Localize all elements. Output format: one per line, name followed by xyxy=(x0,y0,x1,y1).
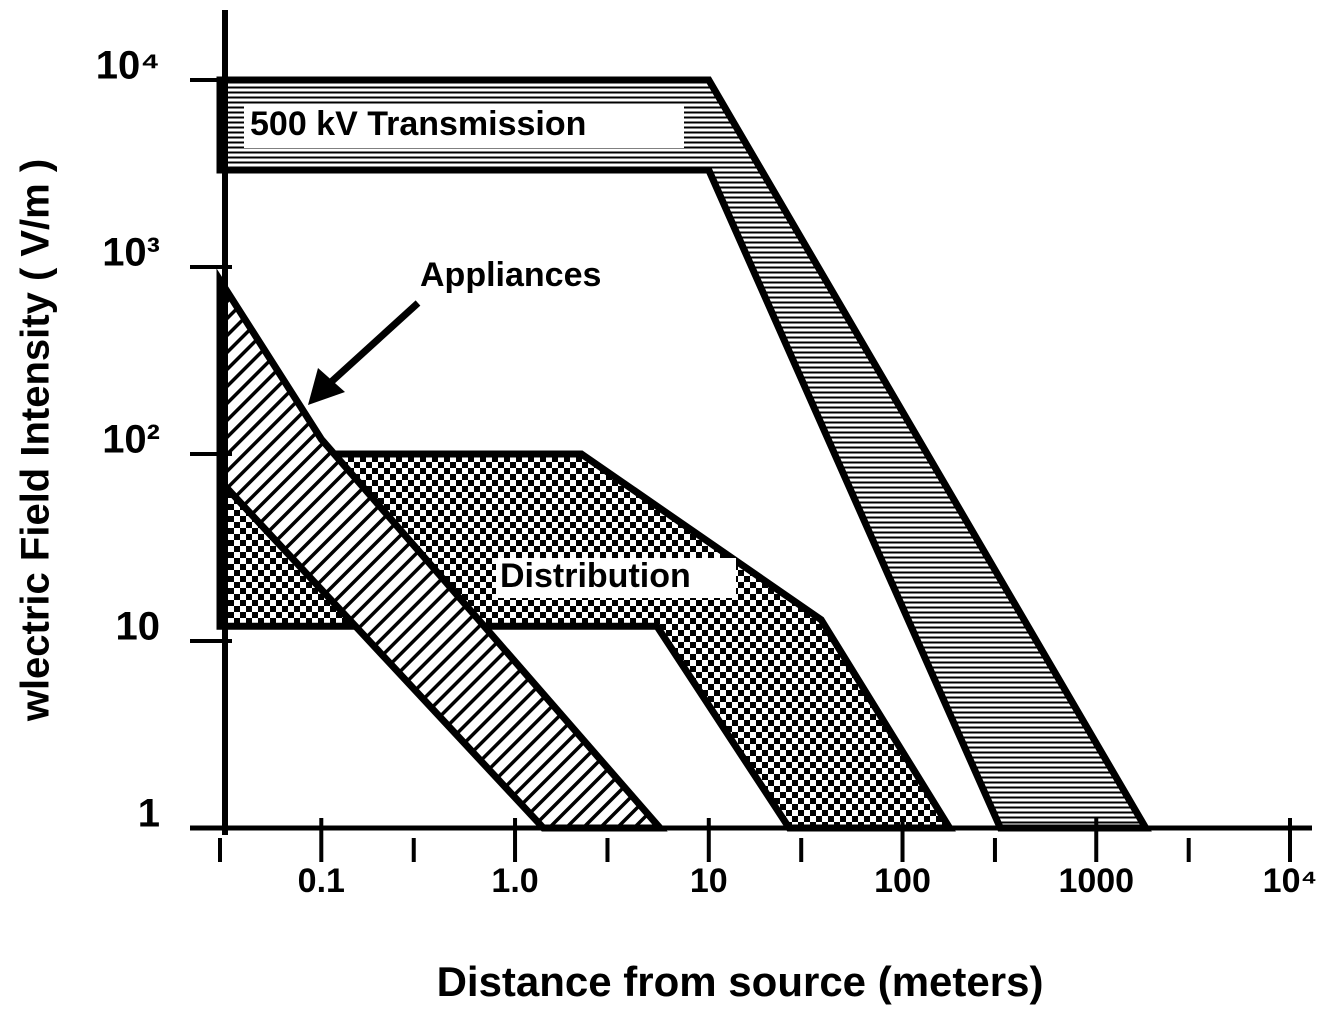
y-tick-label: 1 xyxy=(138,792,160,836)
y-tick-label: 10 xyxy=(116,605,161,649)
y-tick-label: 10⁴ xyxy=(96,44,160,88)
x-tick-label: 10 xyxy=(690,862,728,900)
regions xyxy=(216,76,1152,832)
x-tick-label: 10⁴ xyxy=(1263,862,1318,900)
region-label: 500 kV Transmission xyxy=(250,105,586,143)
label-box xyxy=(496,558,736,598)
x-tick-label: 0.1 xyxy=(298,862,345,900)
region-label: Appliances xyxy=(420,256,601,294)
label-box xyxy=(244,104,684,148)
x-tick-label: 100 xyxy=(874,862,931,900)
x-tick-label: 1000 xyxy=(1058,862,1134,900)
x-tick-label: 1.0 xyxy=(491,862,538,900)
region-label: Distribution xyxy=(500,557,691,595)
y-tick-label: 10² xyxy=(102,418,160,462)
y-axis-label: wlectric Field Intensity ( V/m ) xyxy=(14,159,58,722)
x-axis-label: Distance from source (meters) xyxy=(437,958,1044,1005)
ticks: 0.1 1.0 10 100 1000 10⁴ 1 10 10² 10³ 10⁴ xyxy=(96,44,1318,900)
arrow-head xyxy=(308,368,345,405)
y-tick-label: 10³ xyxy=(102,231,160,275)
arrow xyxy=(327,300,421,386)
